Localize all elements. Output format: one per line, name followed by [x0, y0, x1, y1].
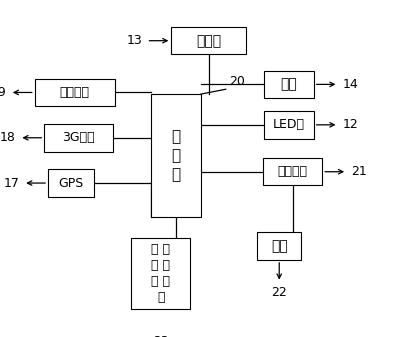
FancyBboxPatch shape	[257, 233, 301, 260]
FancyBboxPatch shape	[131, 238, 190, 309]
FancyBboxPatch shape	[48, 169, 94, 197]
Text: GPS: GPS	[59, 177, 84, 189]
FancyBboxPatch shape	[264, 71, 314, 98]
FancyBboxPatch shape	[151, 94, 201, 217]
FancyBboxPatch shape	[44, 124, 113, 152]
Text: 数 字
温 度
传 感
器: 数 字 温 度 传 感 器	[151, 243, 170, 304]
Text: 单
片
机: 单 片 机	[172, 129, 181, 182]
Text: 12: 12	[342, 118, 358, 131]
Text: 显示屏: 显示屏	[196, 34, 221, 48]
FancyBboxPatch shape	[263, 158, 322, 185]
Text: 19: 19	[0, 86, 6, 99]
Text: 22: 22	[271, 286, 287, 299]
Text: 驱动电路: 驱动电路	[278, 165, 308, 178]
FancyBboxPatch shape	[264, 111, 314, 139]
Text: 21: 21	[351, 165, 367, 178]
FancyBboxPatch shape	[171, 27, 246, 55]
Text: 23: 23	[153, 335, 169, 337]
Text: 14: 14	[342, 78, 358, 91]
Text: 17: 17	[4, 177, 20, 189]
Text: 按键: 按键	[281, 78, 297, 91]
Text: 3G模块: 3G模块	[62, 131, 95, 144]
Text: 电源模块: 电源模块	[60, 86, 90, 99]
FancyBboxPatch shape	[35, 79, 115, 106]
Text: 13: 13	[127, 34, 142, 47]
Text: 18: 18	[0, 131, 16, 144]
Text: 20: 20	[230, 74, 246, 88]
Text: LED灯: LED灯	[273, 118, 305, 131]
Text: 风扇: 风扇	[271, 239, 288, 253]
